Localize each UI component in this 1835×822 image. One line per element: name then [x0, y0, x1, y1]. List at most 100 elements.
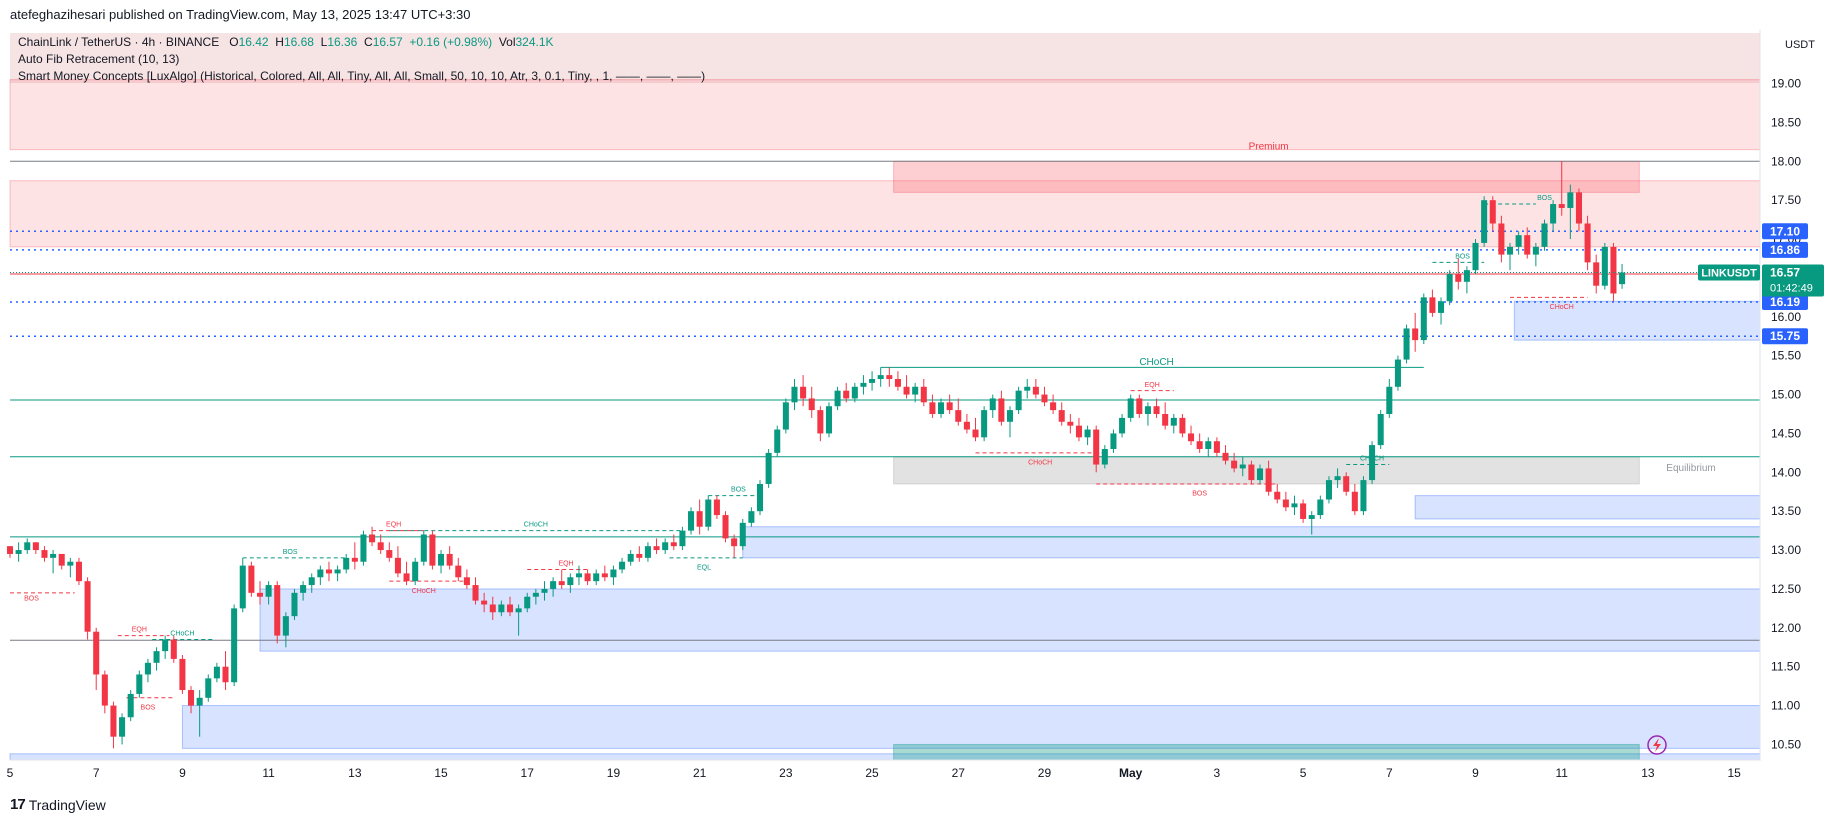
candle-body[interactable]: [506, 604, 514, 613]
candle-body[interactable]: [662, 542, 669, 551]
candle-body[interactable]: [1291, 503, 1298, 508]
candle-body[interactable]: [1541, 223, 1548, 247]
candle-body[interactable]: [1532, 246, 1539, 255]
candle-body[interactable]: [1248, 464, 1255, 481]
candle-body[interactable]: [1127, 398, 1134, 418]
candle-body[interactable]: [722, 515, 729, 539]
candle-body[interactable]: [705, 499, 712, 527]
candle-body[interactable]: [1188, 433, 1195, 442]
candle-body[interactable]: [550, 581, 557, 589]
candle-body[interactable]: [1032, 386, 1039, 395]
candle-body[interactable]: [127, 693, 134, 718]
candle-body[interactable]: [532, 592, 539, 597]
candle-body[interactable]: [1438, 301, 1445, 313]
candle-body[interactable]: [472, 585, 479, 601]
candle-body[interactable]: [1610, 246, 1617, 294]
candle-body[interactable]: [869, 379, 876, 383]
candle-body[interactable]: [567, 577, 574, 586]
candle-body[interactable]: [205, 678, 212, 698]
candle-body[interactable]: [903, 386, 910, 395]
candle-body[interactable]: [1050, 402, 1057, 411]
candle-body[interactable]: [834, 390, 841, 407]
candle-body[interactable]: [1006, 410, 1014, 422]
candle-body[interactable]: [1515, 235, 1522, 247]
candle-body[interactable]: [489, 604, 496, 613]
candle-body[interactable]: [343, 557, 350, 570]
candle-body[interactable]: [291, 592, 298, 617]
candle-body[interactable]: [756, 483, 764, 512]
candle-body[interactable]: [541, 588, 548, 593]
candle-body[interactable]: [75, 561, 82, 582]
candle-body[interactable]: [1369, 445, 1376, 481]
candle-body[interactable]: [1084, 429, 1091, 438]
candle-body[interactable]: [256, 592, 264, 597]
candle-body[interactable]: [843, 390, 850, 399]
candle-body[interactable]: [1222, 452, 1229, 461]
candle-body[interactable]: [394, 557, 401, 574]
candle-body[interactable]: [688, 511, 695, 531]
candle-body[interactable]: [601, 573, 608, 578]
candle-body[interactable]: [300, 585, 307, 593]
candle-body[interactable]: [558, 581, 565, 586]
candle-body[interactable]: [920, 386, 927, 403]
candle-body[interactable]: [782, 402, 789, 430]
candle-body[interactable]: [1196, 441, 1203, 449]
candle-body[interactable]: [1601, 246, 1608, 286]
candle-body[interactable]: [575, 573, 582, 578]
candle-body[interactable]: [179, 658, 186, 691]
indicator-fib-label[interactable]: Auto Fib Retracement (10, 13): [18, 52, 180, 66]
candle-body[interactable]: [498, 604, 505, 613]
candle-body[interactable]: [1239, 464, 1246, 469]
candle-body[interactable]: [386, 550, 393, 558]
candle-body[interactable]: [593, 573, 600, 582]
candle-body[interactable]: [1265, 468, 1272, 492]
candle-body[interactable]: [274, 585, 281, 636]
candle-body[interactable]: [636, 553, 643, 558]
candle-body[interactable]: [1593, 262, 1600, 286]
candle-body[interactable]: [1101, 448, 1108, 465]
candle-body[interactable]: [1619, 272, 1626, 285]
candle-body[interactable]: [1058, 410, 1065, 422]
candle-body[interactable]: [946, 402, 953, 411]
candle-body[interactable]: [1550, 204, 1557, 224]
candle-body[interactable]: [463, 577, 470, 586]
candle-body[interactable]: [877, 375, 884, 380]
candle-body[interactable]: [265, 585, 272, 597]
candle-body[interactable]: [403, 573, 410, 582]
currency-label[interactable]: USDT: [1785, 39, 1815, 51]
candle-body[interactable]: [851, 386, 858, 399]
candle-body[interactable]: [1231, 460, 1238, 469]
candle-body[interactable]: [584, 573, 591, 582]
candle-body[interactable]: [1446, 274, 1453, 302]
candle-body[interactable]: [455, 565, 462, 578]
candle-body[interactable]: [420, 534, 427, 562]
candle-body[interactable]: [679, 530, 686, 547]
candle-body[interactable]: [524, 596, 531, 609]
candle-body[interactable]: [1144, 406, 1151, 414]
candle-body[interactable]: [1481, 200, 1488, 243]
candle-body[interactable]: [1584, 223, 1591, 263]
candle-body[interactable]: [351, 557, 358, 562]
candle-body[interactable]: [481, 600, 488, 605]
candle-body[interactable]: [32, 542, 39, 551]
candle-body[interactable]: [886, 375, 893, 380]
candle-body[interactable]: [1067, 421, 1074, 426]
candle-body[interactable]: [1506, 246, 1514, 255]
candle-body[interactable]: [170, 639, 177, 659]
candle-body[interactable]: [334, 569, 341, 574]
candle-body[interactable]: [644, 546, 651, 558]
candle-body[interactable]: [1093, 429, 1100, 465]
candle-body[interactable]: [84, 581, 91, 632]
candle-body[interactable]: [162, 639, 169, 652]
candle-body[interactable]: [1213, 441, 1220, 453]
candle-body[interactable]: [515, 608, 522, 613]
candle-body[interactable]: [817, 410, 824, 434]
candle-body[interactable]: [1377, 413, 1384, 446]
candle-body[interactable]: [1325, 480, 1332, 500]
candle-body[interactable]: [188, 690, 195, 706]
candle-body[interactable]: [1420, 297, 1427, 341]
candle-body[interactable]: [670, 542, 677, 547]
candle-body[interactable]: [222, 666, 229, 683]
candle-body[interactable]: [24, 542, 31, 551]
